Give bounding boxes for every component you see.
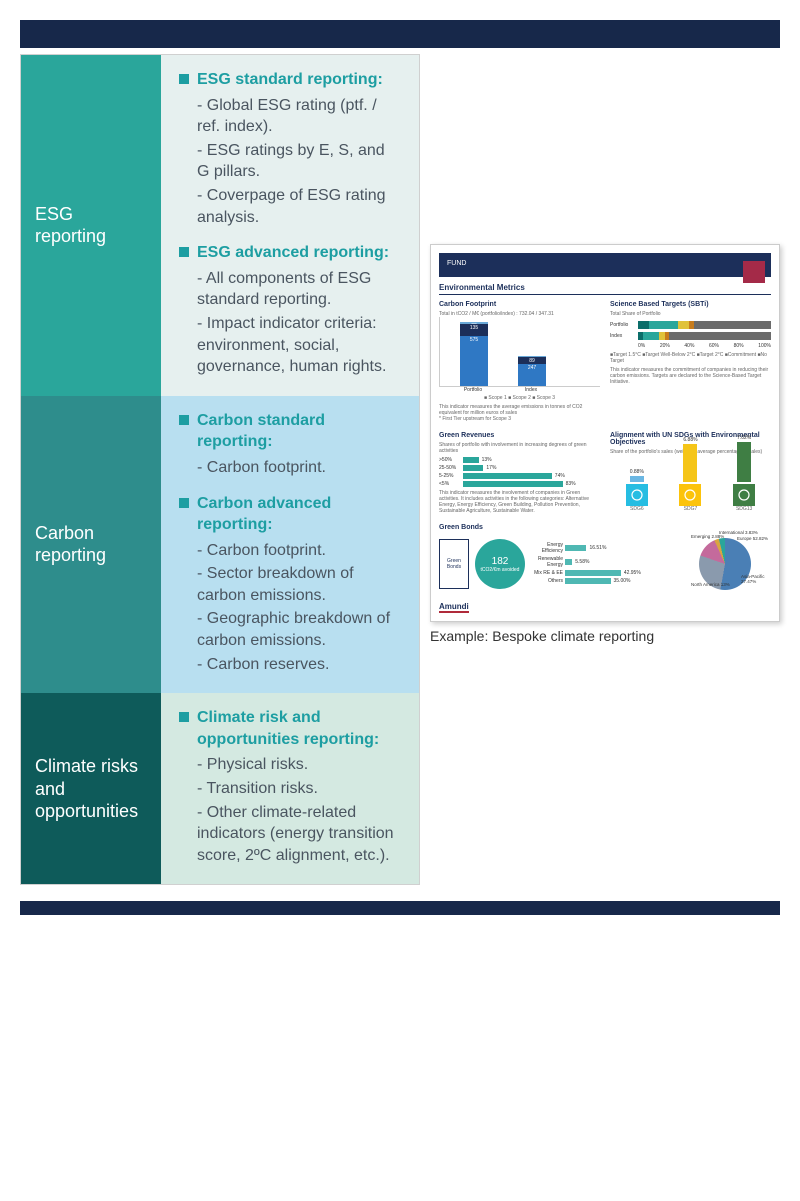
bullet-icon bbox=[179, 415, 189, 425]
section-item: All components of ESG standard reporting… bbox=[197, 268, 401, 311]
report-section-title: Environmental Metrics bbox=[439, 283, 771, 295]
sbt-chart: Science Based Targets (SBTi) Total Share… bbox=[610, 301, 771, 422]
gr-title: Green Revenues bbox=[439, 432, 600, 439]
sdg-chart: Alignment with UN SDGs with Environmenta… bbox=[610, 432, 771, 514]
gb-box-label: Green Bonds bbox=[439, 539, 469, 589]
green-bonds-section: Green Bonds Green Bonds 182 tCO2/€m avoi… bbox=[439, 524, 771, 594]
sbt-note: This indicator measures the commitment o… bbox=[610, 367, 771, 385]
section-title: Carbon standard reporting: bbox=[179, 410, 401, 453]
row-desc-climate: Climate risk and opportunities reporting… bbox=[161, 693, 419, 884]
reporting-table: ESG reporting ESG standard reporting: Glob… bbox=[20, 54, 420, 885]
row-desc-esg: ESG standard reporting: Global ESG rating… bbox=[161, 55, 419, 396]
row-label-climate: Climate risks and opportunities bbox=[21, 693, 161, 884]
row-label-esg: ESG reporting bbox=[21, 55, 161, 396]
fund-label: FUND bbox=[447, 260, 466, 267]
section-title: Carbon advanced reporting: bbox=[179, 493, 401, 536]
section-item: Global ESG rating (ptf. / ref. index). bbox=[197, 95, 401, 138]
carbon-note: This indicator measures the average emis… bbox=[439, 404, 600, 416]
section-item: ESG ratings by E, S, and G pillars. bbox=[197, 140, 401, 183]
bullet-icon bbox=[179, 712, 189, 722]
row-label-carbon: Carbon reporting bbox=[21, 396, 161, 694]
section-item: Geographic breakdown of carbon emissions… bbox=[197, 608, 401, 651]
row-esg: ESG reporting ESG standard reporting: Glob… bbox=[21, 55, 419, 396]
gr-subtitle: Shares of portfolio with involvement in … bbox=[439, 442, 600, 454]
report-header: FUND bbox=[439, 253, 771, 277]
main-content: ESG reporting ESG standard reporting: Glob… bbox=[20, 54, 780, 885]
bullet-icon bbox=[179, 74, 189, 84]
carbon-chart: Carbon Footprint Total in tCO2 / M€ (por… bbox=[439, 301, 600, 422]
example-panel: FUND Environmental Metrics Carbon Footpr… bbox=[430, 54, 780, 885]
row-carbon: Carbon reportingCarbon standard reportin… bbox=[21, 396, 419, 694]
row-desc-carbon: Carbon standard reporting: Carbon footpri… bbox=[161, 396, 419, 694]
section-item: Carbon footprint. bbox=[197, 540, 401, 562]
gr-note: This indicator measures the involvement … bbox=[439, 490, 600, 514]
carbon-title: Carbon Footprint bbox=[439, 301, 600, 308]
section-title: ESG standard reporting: bbox=[179, 69, 401, 91]
carbon-footnote: * First Tier upstream for Scope 3 bbox=[439, 416, 600, 422]
section-item: Carbon reserves. bbox=[197, 654, 401, 676]
example-caption: Example: Bespoke climate reporting bbox=[430, 628, 780, 644]
report-badge bbox=[743, 261, 765, 283]
bullet-icon bbox=[179, 247, 189, 257]
section-title: Climate risk and opportunities reporting… bbox=[179, 707, 401, 750]
gb-pie: Europe 52.82%Asia-Pacific 27.47%North Am… bbox=[691, 534, 771, 594]
footer-bar bbox=[20, 901, 780, 915]
row-climate: Climate risks and opportunities Climate r… bbox=[21, 693, 419, 884]
sbt-title: Science Based Targets (SBTi) bbox=[610, 301, 771, 308]
gb-circle: 182 tCO2/€m avoided bbox=[475, 539, 525, 589]
section-item: Impact indicator criteria: environment, … bbox=[197, 313, 401, 378]
green-revenues-chart: Green Revenues Shares of portfolio with … bbox=[439, 432, 600, 514]
brand-label: Amundi bbox=[439, 602, 469, 613]
section-title: ESG advanced reporting: bbox=[179, 242, 401, 264]
section-item: Physical risks. bbox=[197, 754, 401, 776]
sbt-subtitle: Total Share of Portfolio bbox=[610, 311, 771, 317]
bullet-icon bbox=[179, 498, 189, 508]
section-item: Transition risks. bbox=[197, 778, 401, 800]
section-item: Other climate-related indicators (energy… bbox=[197, 802, 401, 867]
section-item: Carbon footprint. bbox=[197, 457, 401, 479]
section-item: Coverpage of ESG rating analysis. bbox=[197, 185, 401, 228]
sample-report: FUND Environmental Metrics Carbon Footpr… bbox=[430, 244, 780, 622]
gb-circle-unit: tCO2/€m avoided bbox=[481, 567, 520, 573]
header-bar bbox=[20, 20, 780, 48]
section-item: Sector breakdown of carbon emissions. bbox=[197, 563, 401, 606]
gb-circle-value: 182 bbox=[492, 556, 509, 567]
